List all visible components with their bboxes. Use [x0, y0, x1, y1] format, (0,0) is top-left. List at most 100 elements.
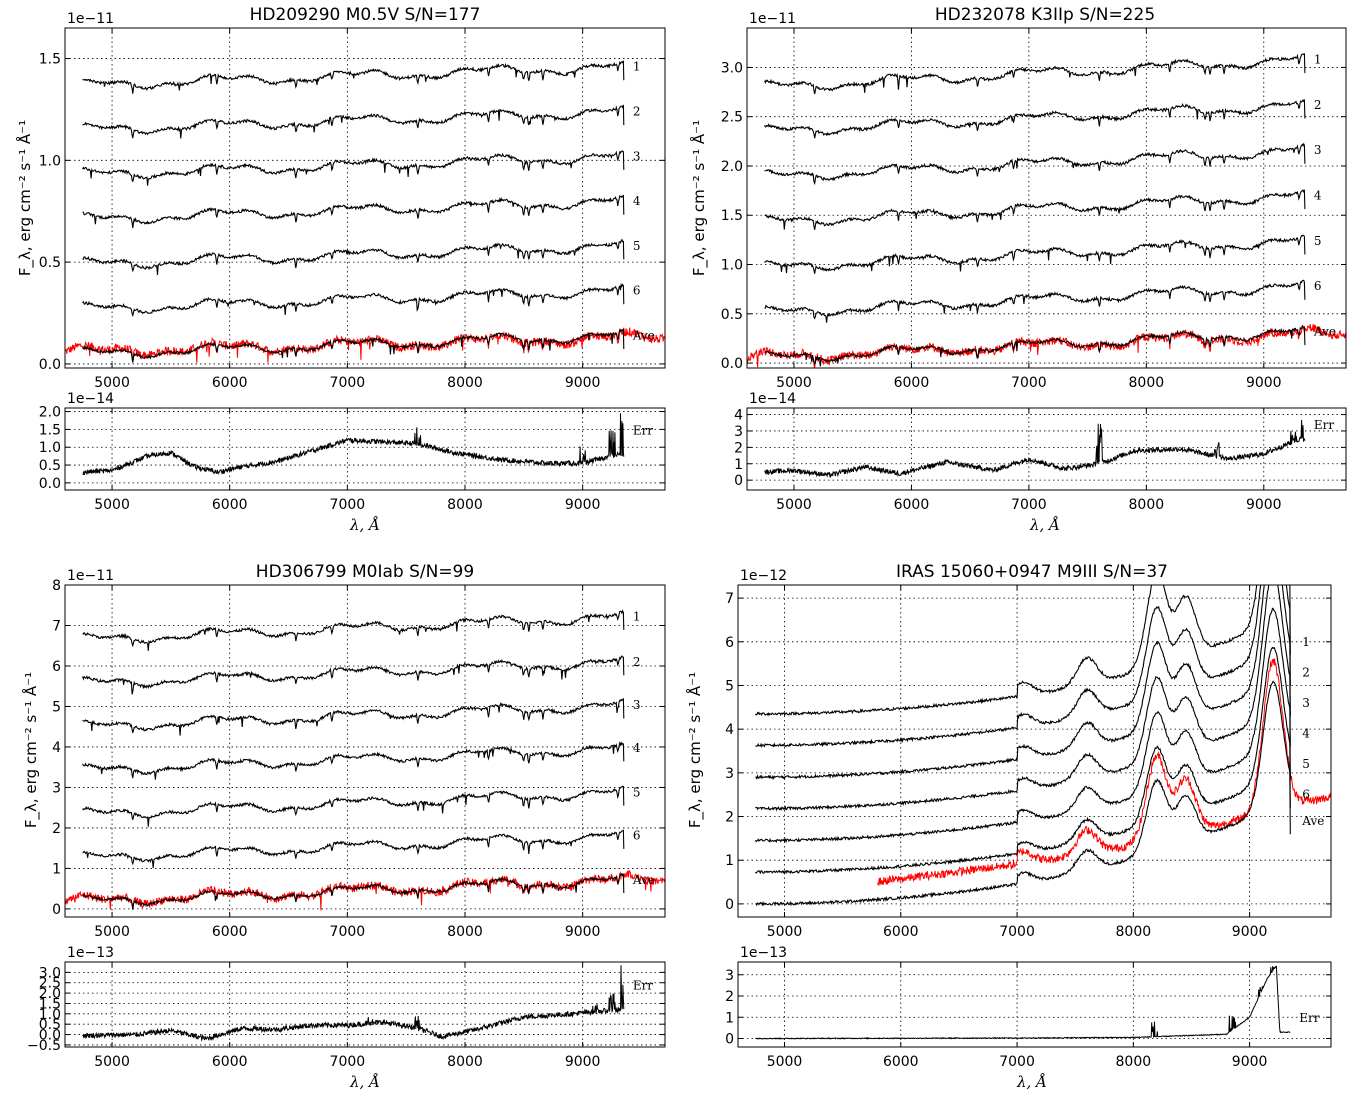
err-x-tick-label: 9000 [565, 1054, 601, 1070]
err-y-tick-label: 4 [734, 408, 743, 424]
err-y-tick-label: 1.0 [39, 440, 61, 456]
err-x-tick-label: 8000 [447, 1054, 483, 1070]
series-Ave-line [755, 680, 1291, 907]
main-y-tick-label: 6 [52, 659, 61, 675]
main-y-tick-label: 2 [725, 810, 734, 826]
err-y-tick-label: −0.5 [27, 1038, 61, 1054]
err-y-tick-label: 1 [734, 457, 743, 473]
err-y-tick-label: 2 [725, 989, 734, 1005]
err-x-tick-label: 6000 [212, 1054, 248, 1070]
main-x-tick-label: 6000 [894, 375, 930, 391]
reference-spectrum-red [65, 327, 665, 363]
err-x-tick-label: 7000 [330, 1054, 366, 1070]
err-y-tick-label: 0.5 [39, 458, 61, 474]
main-x-tick-label: 5000 [94, 924, 130, 940]
err-x-tick-label: 8000 [447, 497, 483, 513]
main-exponent-label: 1e−11 [67, 568, 114, 584]
main-x-tick-label: 8000 [447, 375, 483, 391]
series-5-label: 5 [633, 785, 641, 799]
main-traces [754, 585, 1331, 907]
series-Ave-line [82, 873, 625, 910]
series-2-line [82, 655, 625, 695]
main-y-tick-label: 5 [52, 699, 61, 715]
main-y-tick-label: 1.5 [721, 208, 743, 224]
series-Ave-line [82, 327, 625, 363]
err-y-tick-label: 3.0 [39, 965, 61, 981]
error-spectrum-line [82, 413, 625, 476]
series-2-label: 2 [1314, 98, 1322, 112]
series-1-line [82, 609, 625, 651]
series-5-line [82, 785, 625, 827]
err-label: Err [633, 423, 653, 437]
main-y-tick-label: 1.0 [721, 258, 743, 274]
err-y-tick-label: 2.0 [39, 986, 61, 1002]
main-exponent-label: 1e−12 [740, 568, 787, 584]
err-x-tick-label: 5000 [776, 497, 812, 513]
series-3-label: 3 [1302, 696, 1310, 710]
main-x-tick-label: 6000 [212, 375, 248, 391]
err-x-tick-label: 5000 [767, 1054, 803, 1070]
err-y-tick-label: 1.5 [39, 422, 61, 438]
main-exponent-label: 1e−11 [67, 11, 114, 27]
series-4-line [755, 585, 1291, 812]
err-x-tick-label: 8000 [1116, 1054, 1152, 1070]
main-x-tick-label: 8000 [1116, 924, 1152, 940]
err-label: Err [633, 979, 653, 993]
y-axis-label: F_λ, erg cm⁻² s⁻¹ Å⁻¹ [685, 672, 705, 828]
series-6-label: 6 [1302, 788, 1310, 802]
main-y-tick-label: 0.5 [721, 307, 743, 323]
err-x-tick-label: 5000 [94, 1054, 130, 1070]
series-4-line [82, 741, 625, 780]
err-y-tick-label: 0 [725, 1032, 734, 1048]
err-y-tick-label: 1.5 [39, 996, 61, 1012]
spectrum-panel-4: IRAS 15060+0947 M9III S/N=37 5000 6000 7000… [685, 562, 1332, 1091]
x-axis-label: λ, Å [1016, 1073, 1047, 1091]
series-4-line [764, 189, 1306, 230]
x-axis-label: λ, Å [349, 516, 380, 534]
main-y-tick-label: 4 [725, 722, 734, 738]
series-1-label: 1 [633, 60, 641, 74]
series-5-label: 5 [1314, 234, 1322, 248]
err-x-tick-label: 7000 [999, 1054, 1035, 1070]
main-y-tick-label: 3 [725, 766, 734, 782]
main-y-tick-label: 2 [52, 821, 61, 837]
y-axis-label: F_λ, erg cm⁻² s⁻¹ Å⁻¹ [15, 120, 35, 276]
series-4-label: 4 [1302, 727, 1310, 741]
series-5-line [754, 607, 1291, 844]
series-4-label: 4 [633, 741, 641, 755]
series-3-line [82, 697, 625, 736]
main-y-tick-label: 4 [52, 740, 61, 756]
err-x-tick-label: 7000 [1011, 497, 1047, 513]
main-x-tick-label: 5000 [776, 375, 812, 391]
main-y-tick-label: 1.5 [39, 52, 61, 68]
spectrum-panel-2: HD232078 K3IIp S/N=225 5000 6000 7000 8000 90… [689, 5, 1347, 534]
series-Ave-label: Ave [1301, 814, 1324, 828]
series-4-label: 4 [1314, 189, 1322, 203]
series-6-line [82, 282, 625, 318]
series-5-label: 5 [633, 239, 641, 253]
err-label: Err [1299, 1011, 1319, 1025]
main-y-tick-label: 1 [52, 861, 61, 877]
err-x-tick-label: 5000 [94, 497, 130, 513]
main-y-tick-label: 8 [52, 578, 61, 594]
main-x-tick-label: 9000 [1246, 375, 1282, 391]
reference-spectrum-red [747, 324, 1346, 368]
series-5-label: 5 [1302, 757, 1310, 771]
err-x-tick-label: 6000 [883, 1054, 919, 1070]
spectrum-panel-3: HD306799 M0Iab S/N=99 5000 6000 7000 8000 900… [21, 562, 666, 1091]
series-1-label: 1 [1302, 635, 1310, 649]
err-x-tick-label: 6000 [894, 497, 930, 513]
err-y-tick-label: 3 [734, 424, 743, 440]
main-y-tick-label: 3 [52, 780, 61, 796]
main-x-tick-label: 8000 [1129, 375, 1165, 391]
reference-spectrum-red [877, 658, 1331, 887]
err-x-tick-label: 9000 [565, 497, 601, 513]
main-x-tick-label: 9000 [1232, 924, 1268, 940]
series-5-line [82, 238, 625, 275]
series-3-label: 3 [633, 149, 641, 163]
err-y-tick-label: 0 [734, 473, 743, 489]
main-x-tick-label: 9000 [565, 924, 601, 940]
main-y-tick-label: 0.5 [39, 255, 61, 271]
main-y-tick-label: 1.0 [39, 153, 61, 169]
err-exponent-label: 1e−14 [749, 391, 796, 407]
